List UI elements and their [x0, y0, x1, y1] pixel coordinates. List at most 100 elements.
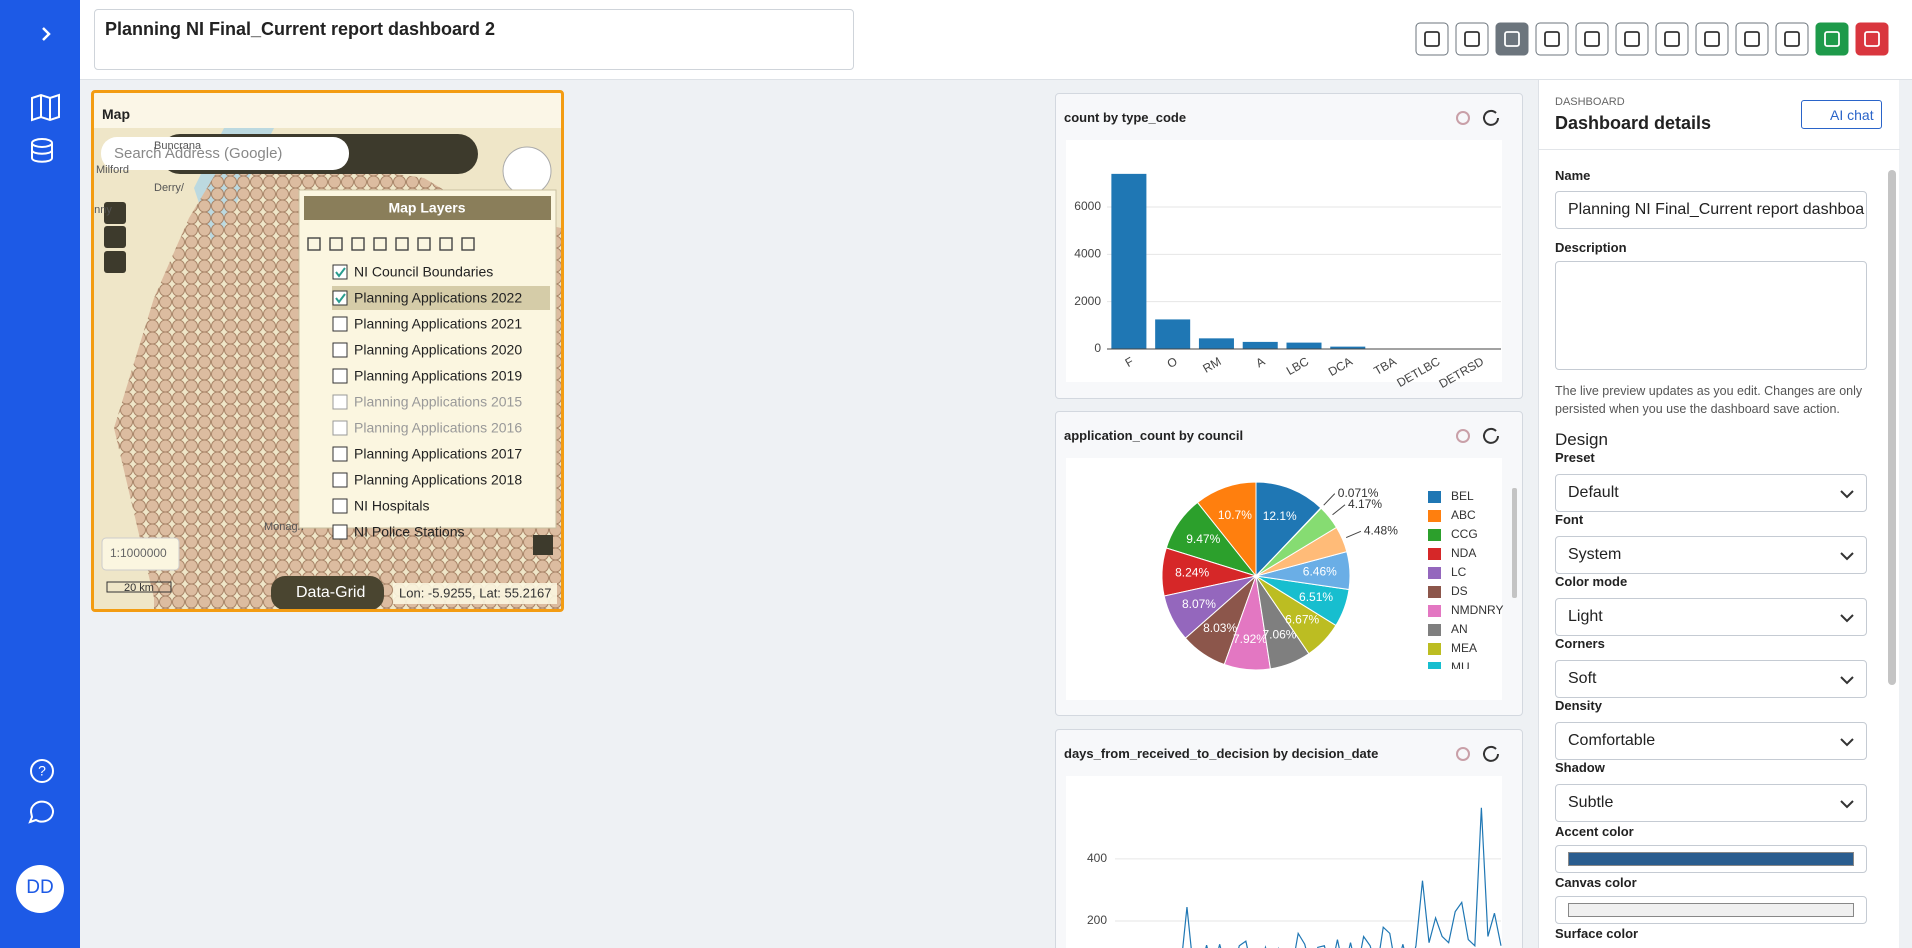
- slice-label: 4.48%: [1364, 523, 1398, 537]
- zoom-button[interactable]: [104, 202, 126, 224]
- layer-checkbox[interactable]: [332, 290, 348, 306]
- plot-background: [1066, 776, 1502, 948]
- toolbar-icon: [1744, 31, 1760, 47]
- chevron-path: [1840, 490, 1854, 499]
- toolbar-button[interactable]: [1695, 22, 1729, 56]
- field-label: Shadow: [1555, 760, 1605, 775]
- y-tick-label: 400: [1087, 851, 1107, 865]
- layer-checkbox[interactable]: [332, 446, 348, 462]
- layer-checkbox[interactable]: [332, 420, 348, 436]
- eyebrow: DASHBOARD: [1555, 96, 1625, 108]
- place-label: Milford: [96, 164, 129, 176]
- layer-tool[interactable]: [307, 237, 321, 251]
- slice-label: 8.24%: [1175, 565, 1209, 579]
- select[interactable]: System: [1555, 536, 1867, 574]
- toolbar-icon: [1624, 31, 1640, 47]
- info-button[interactable]: [533, 535, 553, 555]
- layer-checkbox[interactable]: [332, 524, 348, 540]
- toolbar-icon: [1824, 31, 1840, 47]
- chevron-path: [1840, 614, 1854, 623]
- layer-highlight: [332, 286, 550, 310]
- zoom-button[interactable]: [104, 251, 126, 273]
- coords: Lon: -5.9255, Lat: 55.2167: [399, 585, 552, 600]
- chevron: [1840, 614, 1854, 623]
- toolbar-button[interactable]: [1615, 22, 1649, 56]
- select[interactable]: Comfortable: [1555, 722, 1867, 760]
- zoom-button[interactable]: [104, 226, 126, 248]
- legend-label: NMDNRY: [1451, 603, 1503, 617]
- legend-swatch: [1428, 548, 1441, 560]
- layer-tool[interactable]: [351, 237, 365, 251]
- scale-select[interactable]: [101, 537, 180, 571]
- search-input[interactable]: [101, 137, 349, 170]
- refresh-icon[interactable]: [1483, 109, 1499, 126]
- refresh-icon[interactable]: [1483, 427, 1499, 444]
- select[interactable]: Soft: [1555, 660, 1867, 698]
- pie-slice: [1255, 507, 1322, 577]
- chart-title: application_count by council: [1064, 428, 1244, 443]
- layer-tool[interactable]: [329, 237, 343, 251]
- chart-icon[interactable]: [1456, 747, 1470, 761]
- ai-chat-button[interactable]: AI chat: [1801, 100, 1882, 129]
- select[interactable]: Default: [1555, 474, 1867, 512]
- toolbar-button[interactable]: [1535, 22, 1569, 56]
- field-label: Surface color: [1555, 926, 1639, 941]
- dashboard-title[interactable]: Planning NI Final_Current report dashboa…: [94, 9, 854, 70]
- chart-icon[interactable]: [1456, 111, 1470, 125]
- data-grid-button[interactable]: [271, 576, 384, 609]
- slice-label: 8.07%: [1182, 597, 1216, 611]
- legend-swatch: [1428, 567, 1441, 579]
- toolbar-button[interactable]: [1415, 22, 1449, 56]
- toolbar-button[interactable]: [1855, 22, 1889, 56]
- layers-title: Map Layers: [388, 200, 465, 216]
- toolbar-icon: [1464, 31, 1480, 47]
- toolbar-button[interactable]: [1655, 22, 1689, 56]
- layer-checkbox[interactable]: [332, 472, 348, 488]
- chevron-path: [1840, 800, 1854, 809]
- legend-scrollbar: [1512, 488, 1517, 598]
- color-input[interactable]: [1555, 896, 1867, 924]
- legend-label: NDA: [1451, 546, 1476, 560]
- layer-checkbox[interactable]: [332, 264, 348, 280]
- toolbar-button[interactable]: [1775, 22, 1809, 56]
- toolbar-button[interactable]: [1495, 22, 1529, 56]
- avatar[interactable]: DD: [26, 877, 54, 898]
- layer-checkbox[interactable]: [332, 498, 348, 514]
- layer-checkbox[interactable]: [332, 368, 348, 384]
- legend-label: BEL: [1451, 489, 1474, 503]
- layer-tool[interactable]: [373, 237, 387, 251]
- legend-label: MU: [1451, 660, 1470, 674]
- layer-checkbox[interactable]: [332, 394, 348, 410]
- map[interactable]: Search Address (Google)Buncrana Milford De…: [94, 128, 561, 609]
- select[interactable]: Subtle: [1555, 784, 1867, 822]
- details-panel: DASHBOARD Dashboard details AI chat Name…: [1538, 80, 1900, 948]
- layers-button[interactable]: [502, 146, 552, 196]
- toolbar-button[interactable]: [1455, 22, 1489, 56]
- layer-checkbox[interactable]: [332, 316, 348, 332]
- layer-checkbox[interactable]: [332, 342, 348, 358]
- refresh-icon[interactable]: [1483, 745, 1499, 762]
- color-swatch: [1568, 903, 1854, 917]
- field-label: Name: [1555, 168, 1591, 183]
- check: [335, 267, 346, 278]
- name-input[interactable]: Planning NI Final_Current report dashboa: [1555, 191, 1867, 229]
- description-input[interactable]: [1555, 261, 1867, 370]
- field-label: Color mode: [1555, 574, 1628, 589]
- chart-icon[interactable]: [1456, 429, 1470, 443]
- select[interactable]: Light: [1555, 598, 1867, 636]
- svg-text:?: ?: [38, 763, 46, 779]
- layer-tool[interactable]: [417, 237, 431, 251]
- toolbar-button[interactable]: [1815, 22, 1849, 56]
- toolbar-button[interactable]: [1735, 22, 1769, 56]
- place-label: Monagh: [264, 521, 304, 533]
- layer-tool[interactable]: [395, 237, 409, 251]
- layer-name: NI Hospitals: [354, 498, 429, 514]
- scrollbar[interactable]: [1888, 170, 1896, 685]
- color-input[interactable]: [1555, 845, 1867, 873]
- layer-tool[interactable]: [461, 237, 475, 251]
- sidebar-icons: ?: [16, 27, 64, 913]
- layer-tool[interactable]: [439, 237, 453, 251]
- bar: [1111, 173, 1147, 349]
- toolbar-button[interactable]: [1575, 22, 1609, 56]
- toolbar-icon: [1544, 31, 1560, 47]
